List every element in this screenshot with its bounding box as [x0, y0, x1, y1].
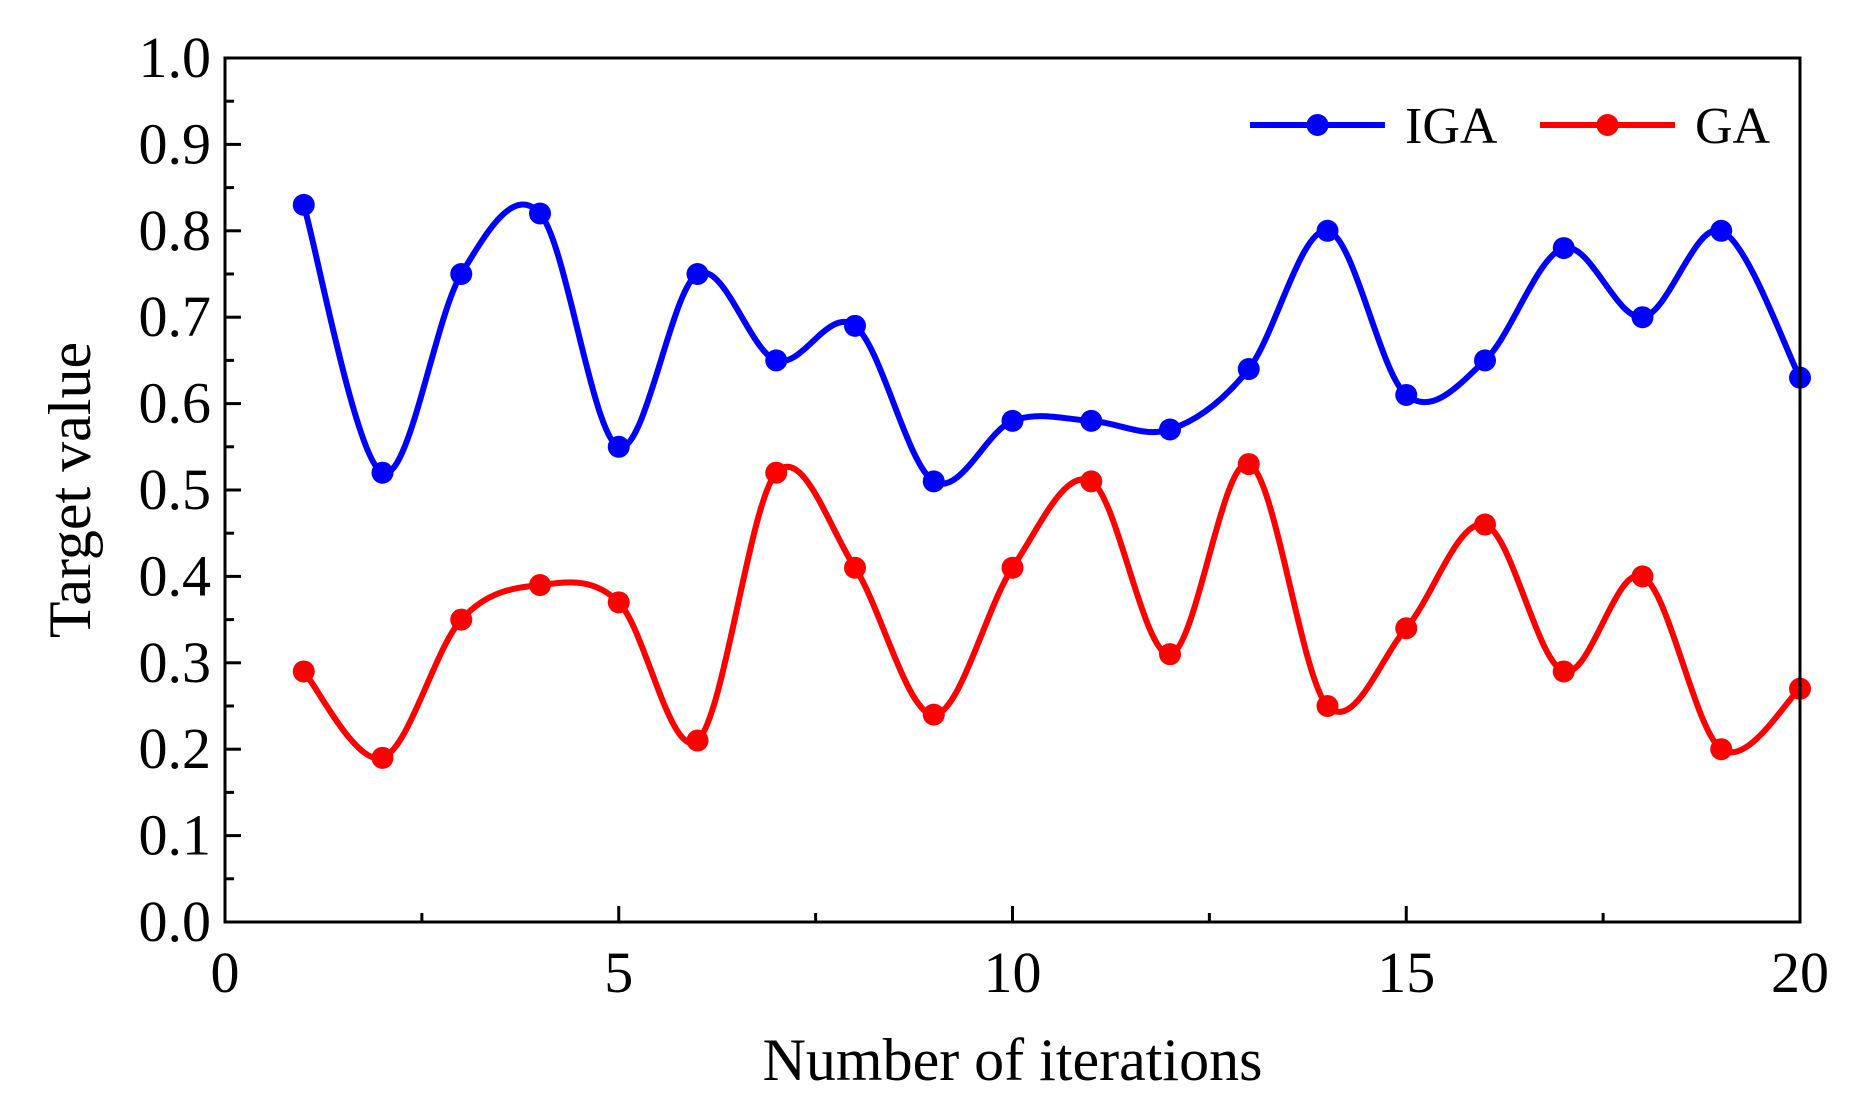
data-point-ga-11 [1080, 470, 1103, 493]
data-point-iga-17 [1552, 237, 1575, 260]
y-tick-label-0.0: 0.0 [139, 889, 212, 954]
data-point-ga-17 [1552, 660, 1575, 683]
legend-marker-iga [1306, 114, 1329, 136]
x-tick-label-0: 0 [211, 940, 240, 1005]
data-point-iga-13 [1237, 358, 1260, 381]
x-tick-label-10: 10 [984, 940, 1042, 1005]
legend-marker-ga [1596, 114, 1619, 136]
data-point-iga-11 [1080, 409, 1103, 432]
data-point-ga-14 [1316, 695, 1339, 717]
data-point-iga-12 [1159, 418, 1181, 441]
y-tick-label-0.3: 0.3 [139, 630, 212, 695]
data-point-iga-8 [844, 314, 866, 337]
y-tick-label-0.5: 0.5 [139, 457, 212, 522]
y-axis-title: Target value [37, 342, 103, 638]
data-point-iga-10 [1001, 409, 1024, 432]
data-point-ga-6 [686, 729, 709, 752]
y-tick-label-0.1: 0.1 [139, 803, 212, 868]
data-point-ga-16 [1474, 513, 1496, 536]
data-point-ga-10 [1001, 556, 1024, 579]
data-point-iga-18 [1631, 306, 1654, 329]
data-point-iga-14 [1316, 219, 1339, 242]
axes: 0 5 10 15 20 0.0 0.1 0.2 0.3 0.4 0.5 0.6 0.7 0.8 0.9 1.… [139, 25, 1830, 1005]
x-tick-label-5: 5 [604, 940, 633, 1005]
data-point-iga-16 [1474, 349, 1496, 372]
y-tick-label-0.9: 0.9 [139, 111, 212, 176]
data-point-iga-1 [292, 193, 315, 216]
y-tick-label-0.4: 0.4 [139, 543, 212, 608]
data-point-ga-1 [292, 660, 315, 683]
data-point-ga-5 [607, 591, 630, 614]
data-point-ga-19 [1710, 738, 1733, 761]
y-tick-label-0.6: 0.6 [139, 371, 212, 436]
series-line-ga [300, 461, 1803, 762]
data-point-iga-7 [765, 349, 788, 372]
data-point-iga-5 [607, 435, 630, 458]
x-tick-label-20: 20 [1771, 940, 1829, 1005]
data-point-ga-12 [1159, 643, 1181, 666]
data-point-ga-3 [450, 608, 473, 631]
data-point-ga-4 [529, 574, 551, 597]
y-tick-label-0.2: 0.2 [139, 716, 212, 781]
y-tick-label-0.7: 0.7 [139, 284, 212, 349]
legend: IGA GA [1250, 98, 1771, 155]
data-point-ga-7 [765, 461, 788, 484]
data-point-ga-2 [371, 746, 394, 769]
data-point-iga-3 [450, 263, 473, 285]
data-point-ga-18 [1631, 565, 1654, 588]
data-point-iga-9 [922, 470, 945, 493]
data-point-iga-4 [529, 202, 551, 225]
y-tick-label-1.0: 1.0 [139, 25, 212, 90]
data-point-ga-13 [1237, 453, 1260, 476]
y-tick-label-0.8: 0.8 [139, 198, 212, 263]
x-tick-label-15: 15 [1377, 940, 1435, 1005]
data-point-iga-19 [1710, 219, 1733, 242]
legend-label-ga: GA [1695, 98, 1771, 155]
data-point-ga-9 [922, 703, 945, 726]
data-point-ga-15 [1395, 617, 1418, 640]
data-point-iga-6 [686, 263, 709, 285]
legend-label-iga: IGA [1405, 98, 1498, 155]
plot-area [292, 193, 1811, 769]
x-axis-title: Number of iterations [763, 1027, 1263, 1093]
data-point-ga-8 [844, 556, 866, 579]
data-point-iga-15 [1395, 383, 1418, 406]
series-line-iga [300, 201, 1803, 487]
plot-frame [223, 56, 1802, 924]
data-point-iga-2 [371, 461, 394, 484]
